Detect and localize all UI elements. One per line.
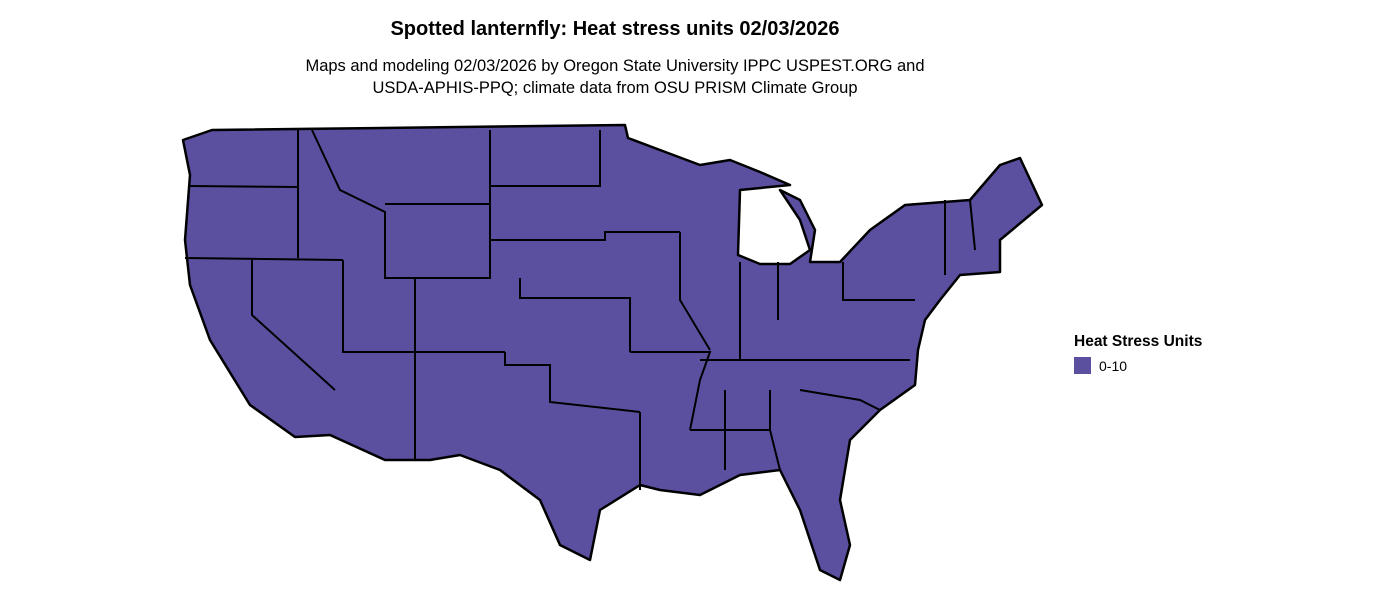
legend-item: 0-10: [1074, 357, 1202, 374]
map-subtitle: Maps and modeling 02/03/2026 by Oregon S…: [0, 55, 1230, 99]
us-outline: [181, 123, 1044, 582]
subtitle-line-1: Maps and modeling 02/03/2026 by Oregon S…: [305, 57, 925, 75]
subtitle-line-2: USDA-APHIS-PPQ; climate data from OSU PR…: [372, 79, 858, 97]
map-title: Spotted lanternfly: Heat stress units 02…: [390, 18, 840, 40]
legend-title: Heat Stress Units: [1074, 333, 1203, 350]
legend-swatch: [1074, 357, 1091, 374]
legend: Heat Stress Units 0-10: [1074, 333, 1202, 374]
legend-label: 0-10: [1099, 357, 1128, 374]
state-borders: [184, 129, 976, 490]
